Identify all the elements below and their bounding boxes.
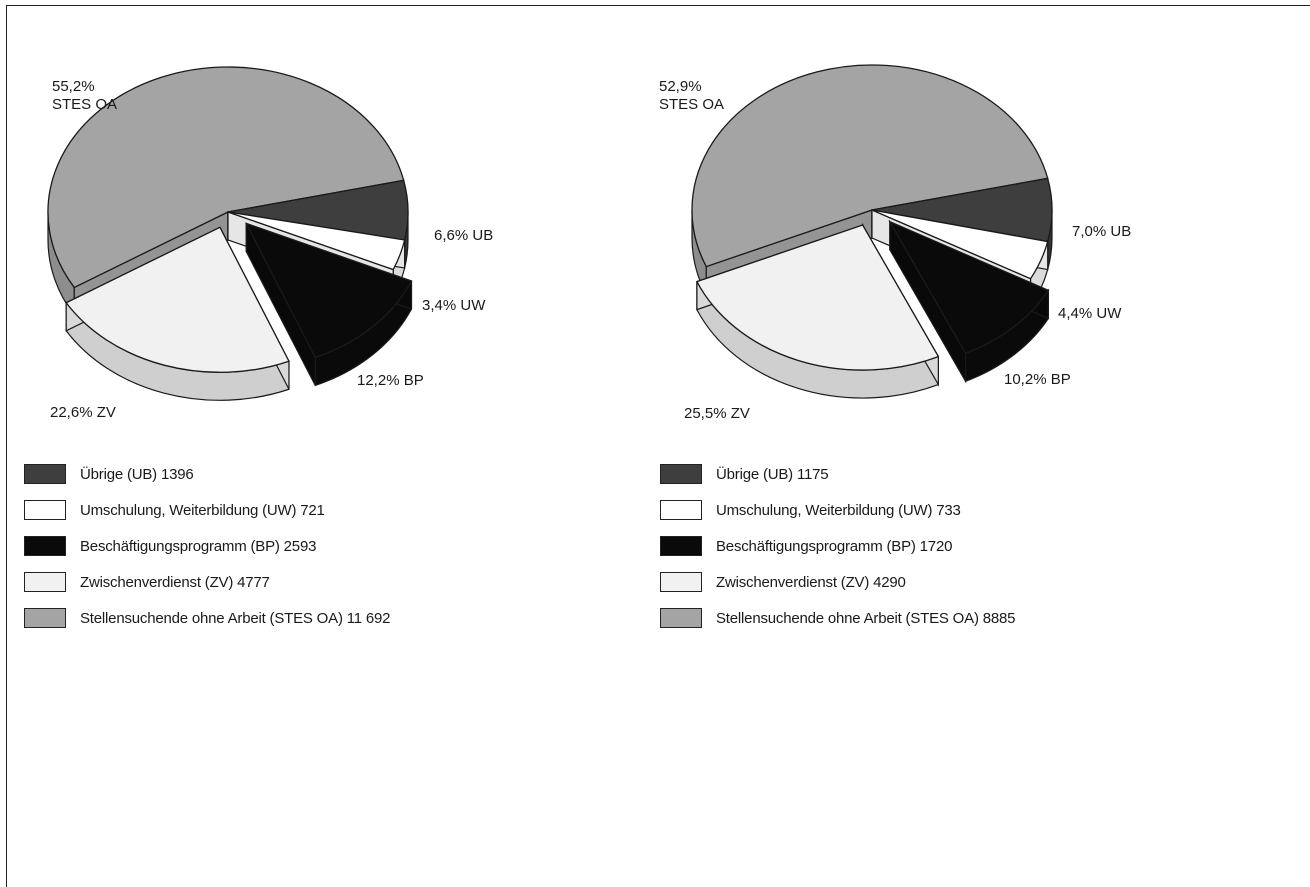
legend-swatch-stes-oa — [24, 608, 66, 628]
pie-slice-bp — [888, 219, 1050, 384]
pie-top-uw — [871, 209, 1049, 280]
pie-slices — [47, 66, 413, 401]
pie-top-uw — [227, 211, 406, 271]
pie-slice-zv — [695, 222, 940, 399]
legend-swatch-ub — [660, 464, 702, 484]
pie-top-bp — [888, 220, 1050, 355]
slice-label-zv: 22,6% ZV — [50, 404, 116, 421]
figure-frame — [6, 5, 1310, 887]
legend-label-zv: Zwischenverdienst (ZV) 4290 — [716, 573, 906, 591]
slice-label-stes-oa-name: STES OA — [52, 96, 117, 113]
legend-item-uw: Umschulung, Weiterbildung (UW) 721 — [24, 498, 390, 522]
legend-label-bp: Beschäftigungsprogramm (BP) 2593 — [80, 537, 317, 555]
pie-top-stes-oa — [691, 64, 1049, 268]
slice-label-ub: 7,0% UB — [1072, 223, 1131, 240]
legend-swatch-uw — [660, 500, 702, 520]
legend-item-stes-oa: Stellensuchende ohne Arbeit (STES OA) 88… — [660, 606, 1015, 630]
legend-swatch-zv — [660, 572, 702, 592]
legend-item-ub: Übrige (UB) 1175 — [660, 462, 1015, 486]
pie-chart-left: 55,2% STES OA 6,6% UB 3,4% UW 12,2% BP 2… — [0, 0, 640, 660]
legend-item-zv: Zwischenverdienst (ZV) 4777 — [24, 570, 390, 594]
slice-label-uw: 3,4% UW — [422, 297, 486, 314]
legend-label-bp: Beschäftigungsprogramm (BP) 1720 — [716, 537, 953, 555]
pie-slices — [691, 64, 1053, 399]
legend-swatch-bp — [24, 536, 66, 556]
pie-chart-left-plot: 55,2% STES OA 6,6% UB 3,4% UW 12,2% BP 2… — [47, 66, 493, 421]
pie-slice-zv — [65, 226, 290, 401]
slice-labels: 55,2% STES OA 6,6% UB 3,4% UW 12,2% BP 2… — [50, 78, 493, 421]
legend-swatch-bp — [660, 536, 702, 556]
pie-top-zv — [695, 224, 940, 371]
pie-top-zv — [65, 226, 290, 373]
legend-label-stes-oa: Stellensuchende ohne Arbeit (STES OA) 11… — [80, 609, 391, 627]
slice-label-uw: 4,4% UW — [1058, 305, 1122, 322]
legend-label-zv: Zwischenverdienst (ZV) 4777 — [80, 573, 270, 591]
legend-item-zv: Zwischenverdienst (ZV) 4290 — [660, 570, 1015, 594]
legend-swatch-uw — [24, 500, 66, 520]
pie-slice-bp — [244, 222, 413, 387]
slice-label-ub: 6,6% UB — [434, 227, 493, 244]
slice-label-zv: 25,5% ZV — [684, 405, 750, 422]
legend-item-ub: Übrige (UB) 1396 — [24, 462, 390, 486]
legend-label-uw: Umschulung, Weiterbildung (UW) 733 — [716, 501, 961, 519]
pie-chart-right: 52,9% STES OA 7,0% UB 4,4% UW 10,2% BP 2… — [636, 0, 1276, 660]
legend-right: Übrige (UB) 1175 Umschulung, Weiterbildu… — [660, 462, 1015, 642]
legend-swatch-ub — [24, 464, 66, 484]
legend-item-bp: Beschäftigungsprogramm (BP) 1720 — [660, 534, 1015, 558]
legend-item-bp: Beschäftigungsprogramm (BP) 2593 — [24, 534, 390, 558]
legend-item-uw: Umschulung, Weiterbildung (UW) 733 — [660, 498, 1015, 522]
legend-label-ub: Übrige (UB) 1175 — [716, 465, 829, 483]
slice-label-stes-oa-name: STES OA — [659, 96, 724, 113]
pie-top-stes-oa — [47, 66, 405, 289]
slice-label-stes-oa-percent: 52,9% — [659, 78, 702, 95]
legend-left: Übrige (UB) 1396 Umschulung, Weiterbildu… — [24, 462, 390, 642]
pie-chart-right-plot: 52,9% STES OA 7,0% UB 4,4% UW 10,2% BP 2… — [659, 64, 1131, 422]
pie-top-bp — [244, 222, 413, 359]
legend-swatch-stes-oa — [660, 608, 702, 628]
slice-label-bp: 10,2% BP — [1004, 371, 1071, 388]
legend-swatch-zv — [24, 572, 66, 592]
slice-label-stes-oa-percent: 55,2% — [52, 78, 95, 95]
legend-label-uw: Umschulung, Weiterbildung (UW) 721 — [80, 501, 325, 519]
slice-labels: 52,9% STES OA 7,0% UB 4,4% UW 10,2% BP 2… — [659, 78, 1131, 422]
legend-item-stes-oa: Stellensuchende ohne Arbeit (STES OA) 11… — [24, 606, 390, 630]
slice-label-bp: 12,2% BP — [357, 372, 424, 389]
legend-label-ub: Übrige (UB) 1396 — [80, 465, 194, 483]
legend-label-stes-oa: Stellensuchende ohne Arbeit (STES OA) 88… — [716, 609, 1016, 627]
